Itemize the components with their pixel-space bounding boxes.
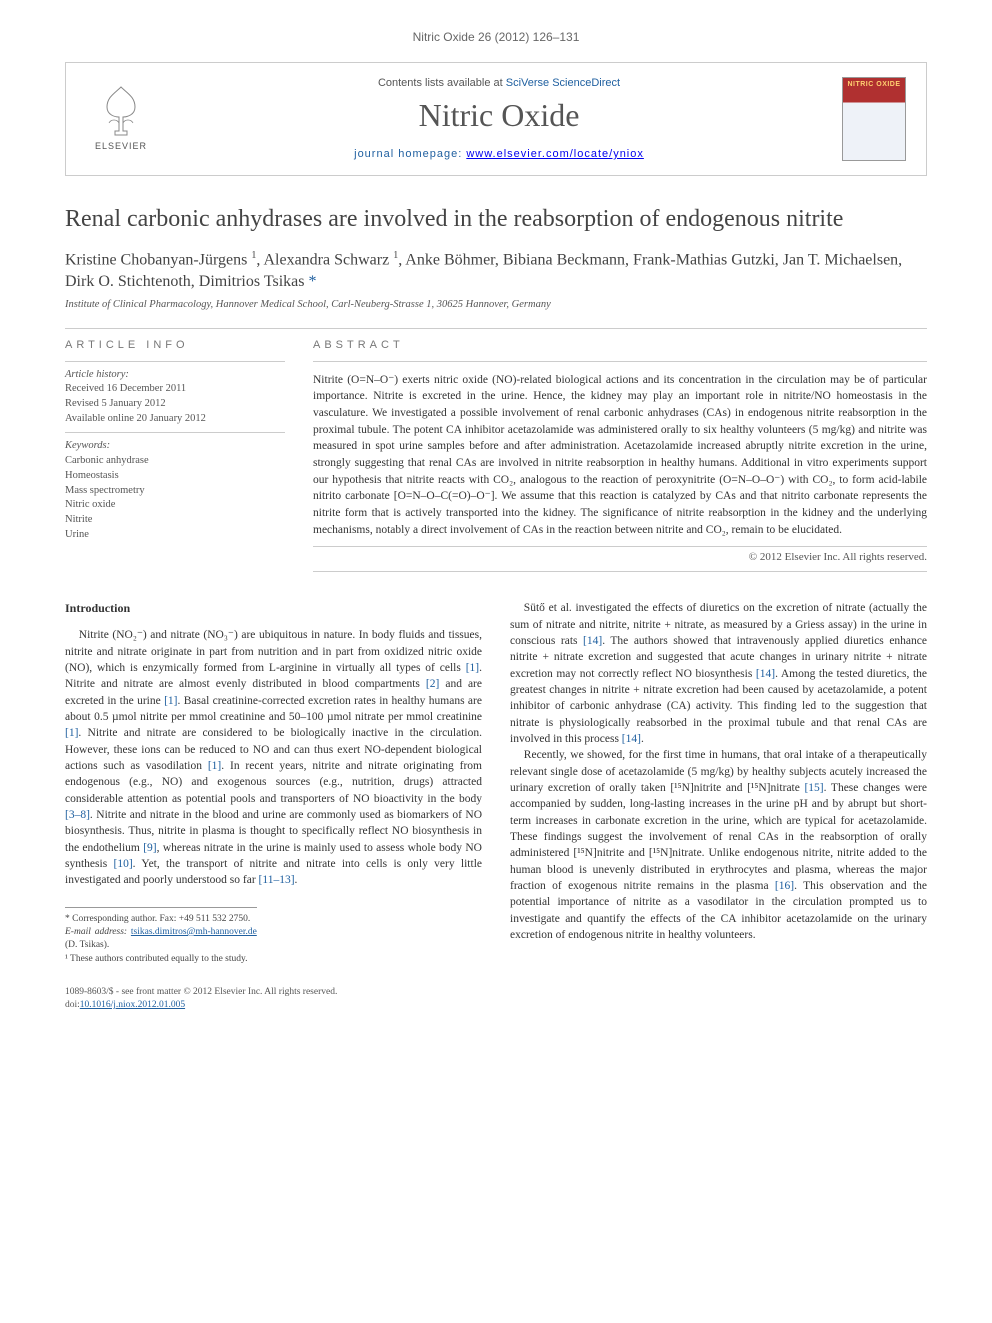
affiliation: Institute of Clinical Pharmacology, Hann…	[65, 299, 927, 310]
keyword-item: Homeostasis	[65, 469, 285, 484]
keyword-item: Nitric oxide	[65, 498, 285, 513]
body-paragraph: Sütő et al. investigated the effects of …	[510, 600, 927, 747]
section-heading-introduction: Introduction	[65, 600, 482, 617]
abstract-text: Nitrite (O=N–O⁻) exerts nitric oxide (NO…	[313, 362, 927, 547]
journal-cover-thumbnail: NITRIC OXIDE	[842, 77, 906, 161]
abstract-column: ABSTRACT Nitrite (O=N–O⁻) exerts nitric …	[313, 329, 927, 573]
abstract-label: ABSTRACT	[313, 329, 927, 361]
keywords-list: Carbonic anhydraseHomeostasisMass spectr…	[65, 454, 285, 542]
article-title: Renal carbonic anhydrases are involved i…	[65, 204, 927, 235]
equal-contribution-note: ¹ These authors contributed equally to t…	[65, 953, 257, 966]
keywords-label: Keywords:	[65, 439, 285, 454]
email-suffix: (D. Tsikas).	[65, 940, 109, 950]
corresponding-author-note: * Corresponding author. Fax: +49 511 532…	[65, 913, 257, 926]
article-info-label: ARTICLE INFO	[65, 329, 285, 361]
homepage-prefix: journal homepage:	[354, 148, 466, 160]
keyword-item: Nitrite	[65, 513, 285, 528]
running-header: Nitric Oxide 26 (2012) 126–131	[65, 30, 927, 44]
contents-available-line: Contents lists available at SciVerse Sci…	[166, 77, 832, 89]
journal-name: Nitric Oxide	[166, 97, 832, 134]
doi-line: doi:10.1016/j.niox.2012.01.005	[65, 999, 482, 1012]
keyword-item: Carbonic anhydrase	[65, 454, 285, 469]
email-line: E-mail address: tsikas.dimitros@mh-hanno…	[65, 926, 257, 953]
history-label: Article history:	[65, 368, 285, 383]
history-online: Available online 20 January 2012	[65, 412, 285, 427]
sciencedirect-link[interactable]: SciVerse ScienceDirect	[506, 77, 620, 89]
body-right-column: Sütő et al. investigated the effects of …	[510, 600, 927, 1012]
article-info-column: ARTICLE INFO Article history: Received 1…	[65, 329, 285, 573]
divider	[313, 571, 927, 572]
authors-list: Kristine Chobanyan-Jürgens 1, Alexandra …	[65, 249, 927, 293]
front-matter-line: 1089-8603/$ - see front matter © 2012 El…	[65, 986, 482, 999]
abstract-copyright: © 2012 Elsevier Inc. All rights reserved…	[313, 547, 927, 571]
cover-title: NITRIC OXIDE	[846, 81, 902, 88]
publisher-label: ELSEVIER	[95, 141, 147, 151]
elsevier-tree-icon	[95, 83, 147, 139]
email-label: E-mail address:	[65, 927, 131, 937]
publisher-logo: ELSEVIER	[86, 77, 156, 157]
history-received: Received 16 December 2011	[65, 382, 285, 397]
doi-prefix: doi:	[65, 1000, 80, 1010]
body-left-column: Introduction Nitrite (NO₂⁻) and nitrate …	[65, 600, 482, 1012]
doi-link[interactable]: 10.1016/j.niox.2012.01.005	[80, 1000, 185, 1010]
journal-homepage-line: journal homepage: www.elsevier.com/locat…	[166, 148, 832, 160]
history-revised: Revised 5 January 2012	[65, 397, 285, 412]
keyword-item: Mass spectrometry	[65, 484, 285, 499]
corresponding-email-link[interactable]: tsikas.dimitros@mh-hannover.de	[131, 927, 257, 937]
body-paragraph: Nitrite (NO₂⁻) and nitrate (NO₃⁻) are ub…	[65, 627, 482, 888]
keyword-item: Urine	[65, 528, 285, 543]
contents-prefix: Contents lists available at	[378, 77, 506, 89]
footnotes: * Corresponding author. Fax: +49 511 532…	[65, 907, 257, 966]
journal-header-box: ELSEVIER Contents lists available at Sci…	[65, 62, 927, 176]
footer-block: 1089-8603/$ - see front matter © 2012 El…	[65, 986, 482, 1013]
body-paragraph: Recently, we showed, for the first time …	[510, 747, 927, 943]
journal-homepage-link[interactable]: www.elsevier.com/locate/yniox	[466, 148, 644, 160]
